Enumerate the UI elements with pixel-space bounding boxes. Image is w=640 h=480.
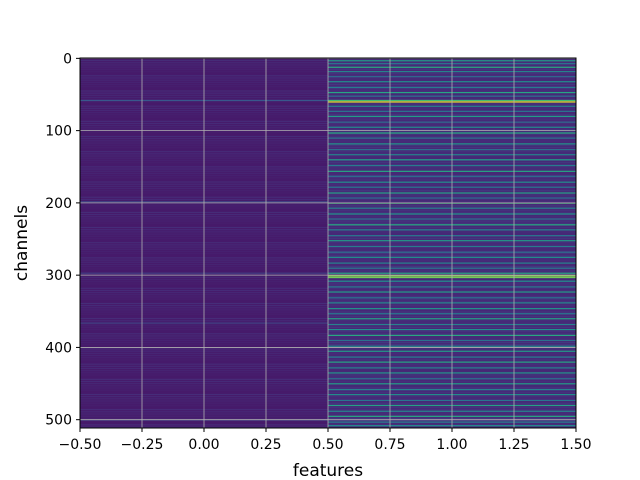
x-tick-label: −0.25: [121, 437, 164, 453]
x-tick-label: 1.50: [560, 437, 591, 453]
x-tick-label: 1.00: [436, 437, 467, 453]
x-tick-label: −0.50: [59, 437, 102, 453]
x-axis-label: features: [293, 461, 363, 480]
y-axis-label: channels: [12, 205, 32, 281]
x-tick-label: 1.25: [498, 437, 529, 453]
y-tick-label: 300: [45, 268, 72, 284]
y-tick-label: 200: [45, 196, 72, 212]
y-axis-ticks: 0 100 200 300 400 500: [45, 51, 80, 429]
x-axis-ticks: −0.50 −0.25 0.00 0.25 0.50 0.75 1.00 1.25 1.50: [59, 428, 592, 453]
y-tick-label: 400: [45, 340, 72, 356]
y-tick-label: 100: [45, 124, 72, 140]
x-tick-label: 0.75: [374, 437, 405, 453]
x-tick-label: 0.25: [250, 437, 281, 453]
y-tick-label: 500: [45, 413, 72, 429]
x-tick-label: 0.50: [312, 437, 343, 453]
y-tick-label: 0: [63, 51, 72, 67]
x-tick-label: 0.00: [188, 437, 219, 453]
